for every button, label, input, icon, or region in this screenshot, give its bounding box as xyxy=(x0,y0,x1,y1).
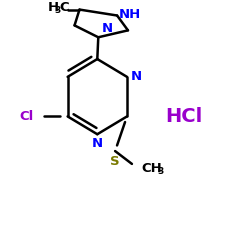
Text: Cl: Cl xyxy=(20,110,34,123)
Text: H: H xyxy=(48,1,59,14)
Text: S: S xyxy=(110,155,120,168)
Text: C: C xyxy=(60,1,69,14)
Text: N: N xyxy=(101,22,112,35)
Text: HCl: HCl xyxy=(166,107,203,126)
Text: 3: 3 xyxy=(158,167,164,176)
Text: 3: 3 xyxy=(55,6,61,15)
Text: N: N xyxy=(92,137,103,150)
Text: CH: CH xyxy=(142,162,163,175)
Text: N: N xyxy=(131,70,142,83)
Text: NH: NH xyxy=(119,8,141,21)
